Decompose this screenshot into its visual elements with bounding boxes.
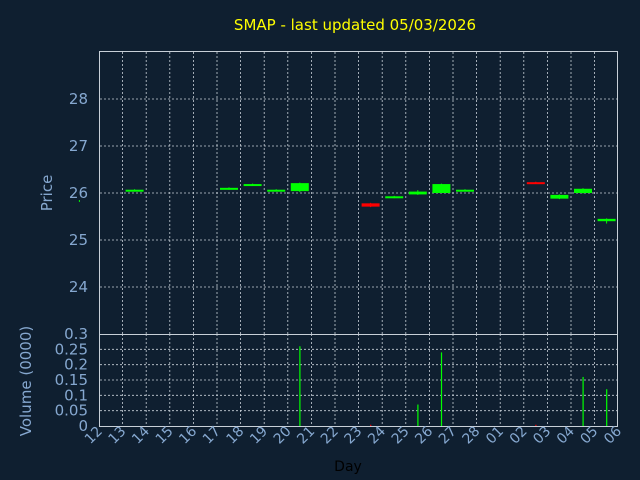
- price-tick-label: 28: [69, 90, 88, 108]
- x-tick-label: 23: [342, 424, 366, 448]
- candle: [550, 194, 569, 200]
- volume-bar: [299, 346, 301, 426]
- volume-bar: [417, 404, 419, 426]
- candle: [361, 202, 380, 208]
- volume-tick-label: 0.05: [55, 402, 88, 420]
- x-tick-label: 20: [271, 424, 295, 448]
- x-tick-label: 16: [176, 423, 200, 447]
- candle: [290, 182, 309, 193]
- candle: [597, 218, 616, 224]
- candle-body: [432, 184, 451, 193]
- x-tick-label: 28: [460, 424, 484, 448]
- candle-body: [456, 189, 474, 192]
- price-tick-label: 25: [69, 231, 88, 249]
- x-tick-label: 13: [106, 424, 130, 448]
- x-tick-label: 04: [554, 423, 578, 447]
- candle-body: [361, 203, 380, 207]
- x-ticks: 12 13 14 15 16 17 18 19 20 21 22 23 24 25 26 27 28 01 02 03…: [82, 423, 625, 447]
- x-tick-label: 26: [412, 423, 436, 447]
- candle-body: [385, 196, 404, 199]
- volume-bar: [582, 376, 584, 426]
- price-tick-label: 24: [69, 278, 88, 296]
- grid-layer: [100, 52, 617, 426]
- x-tick-label: 15: [153, 424, 177, 448]
- price-y-ticks: 24 25 26 27 28: [69, 90, 88, 296]
- candle: [220, 187, 238, 190]
- candle: [574, 188, 592, 194]
- x-tick-label: 19: [247, 424, 271, 448]
- x-tick-label: 24: [365, 423, 389, 447]
- price-tick-label: 26: [69, 184, 88, 202]
- volume-y-axis-label: Volume (0000): [17, 326, 35, 436]
- x-tick-label: 06: [601, 423, 625, 447]
- chart-title: SMAP - last updated 05/03/2026: [234, 16, 476, 34]
- x-tick-label: 25: [389, 424, 413, 448]
- x-tick-label: 05: [578, 424, 602, 448]
- x-tick-label: 21: [294, 424, 318, 448]
- candle: [243, 183, 262, 187]
- volume-plot-frame: [99, 334, 618, 427]
- volume-tick-label: 0.25: [55, 340, 88, 358]
- candle-body: [220, 187, 238, 190]
- x-tick-label: 02: [507, 424, 531, 448]
- x-axis-label: Day: [334, 459, 362, 475]
- candle-body: [290, 183, 309, 192]
- candle-body: [597, 218, 616, 222]
- x-tick-label: 18: [224, 424, 248, 448]
- volume-tick-label: 0: [78, 417, 88, 435]
- candle: [408, 190, 427, 195]
- price-tick-label: 27: [69, 137, 88, 155]
- x-tick-label: 03: [530, 424, 554, 448]
- candle: [526, 181, 545, 185]
- candle: [432, 183, 451, 193]
- volume-bar: [606, 389, 608, 426]
- volume-bar: [370, 424, 372, 426]
- volume-tick-label: 0.3: [64, 325, 88, 343]
- x-tick-label: 14: [129, 423, 153, 447]
- price-y-axis-label: Price: [38, 175, 56, 212]
- candle-body: [125, 189, 144, 192]
- candle-body: [408, 191, 427, 195]
- candle-body: [574, 188, 592, 193]
- candle-body: [526, 182, 545, 185]
- candles-layer: [78, 181, 616, 224]
- volume-bar: [535, 424, 537, 426]
- candle: [125, 189, 144, 192]
- volume-tick-label: 0.15: [55, 371, 88, 389]
- candle: [385, 195, 404, 199]
- candle: [456, 189, 474, 192]
- volume-tick-label: 0.1: [64, 386, 88, 404]
- volume-tick-label: 0.2: [64, 356, 88, 374]
- candle-body: [267, 189, 286, 192]
- volume-y-ticks: 00.050.10.150.20.250.3: [55, 325, 88, 435]
- candle-body: [550, 194, 569, 199]
- x-tick-label: 27: [436, 424, 460, 448]
- candle: [267, 189, 286, 192]
- candle-body: [243, 184, 262, 187]
- x-tick-label: 17: [200, 424, 224, 448]
- x-tick-label: 01: [483, 424, 507, 448]
- volume-bar: [440, 352, 443, 426]
- x-tick-label: 22: [318, 424, 342, 448]
- volume-layer: [299, 346, 608, 426]
